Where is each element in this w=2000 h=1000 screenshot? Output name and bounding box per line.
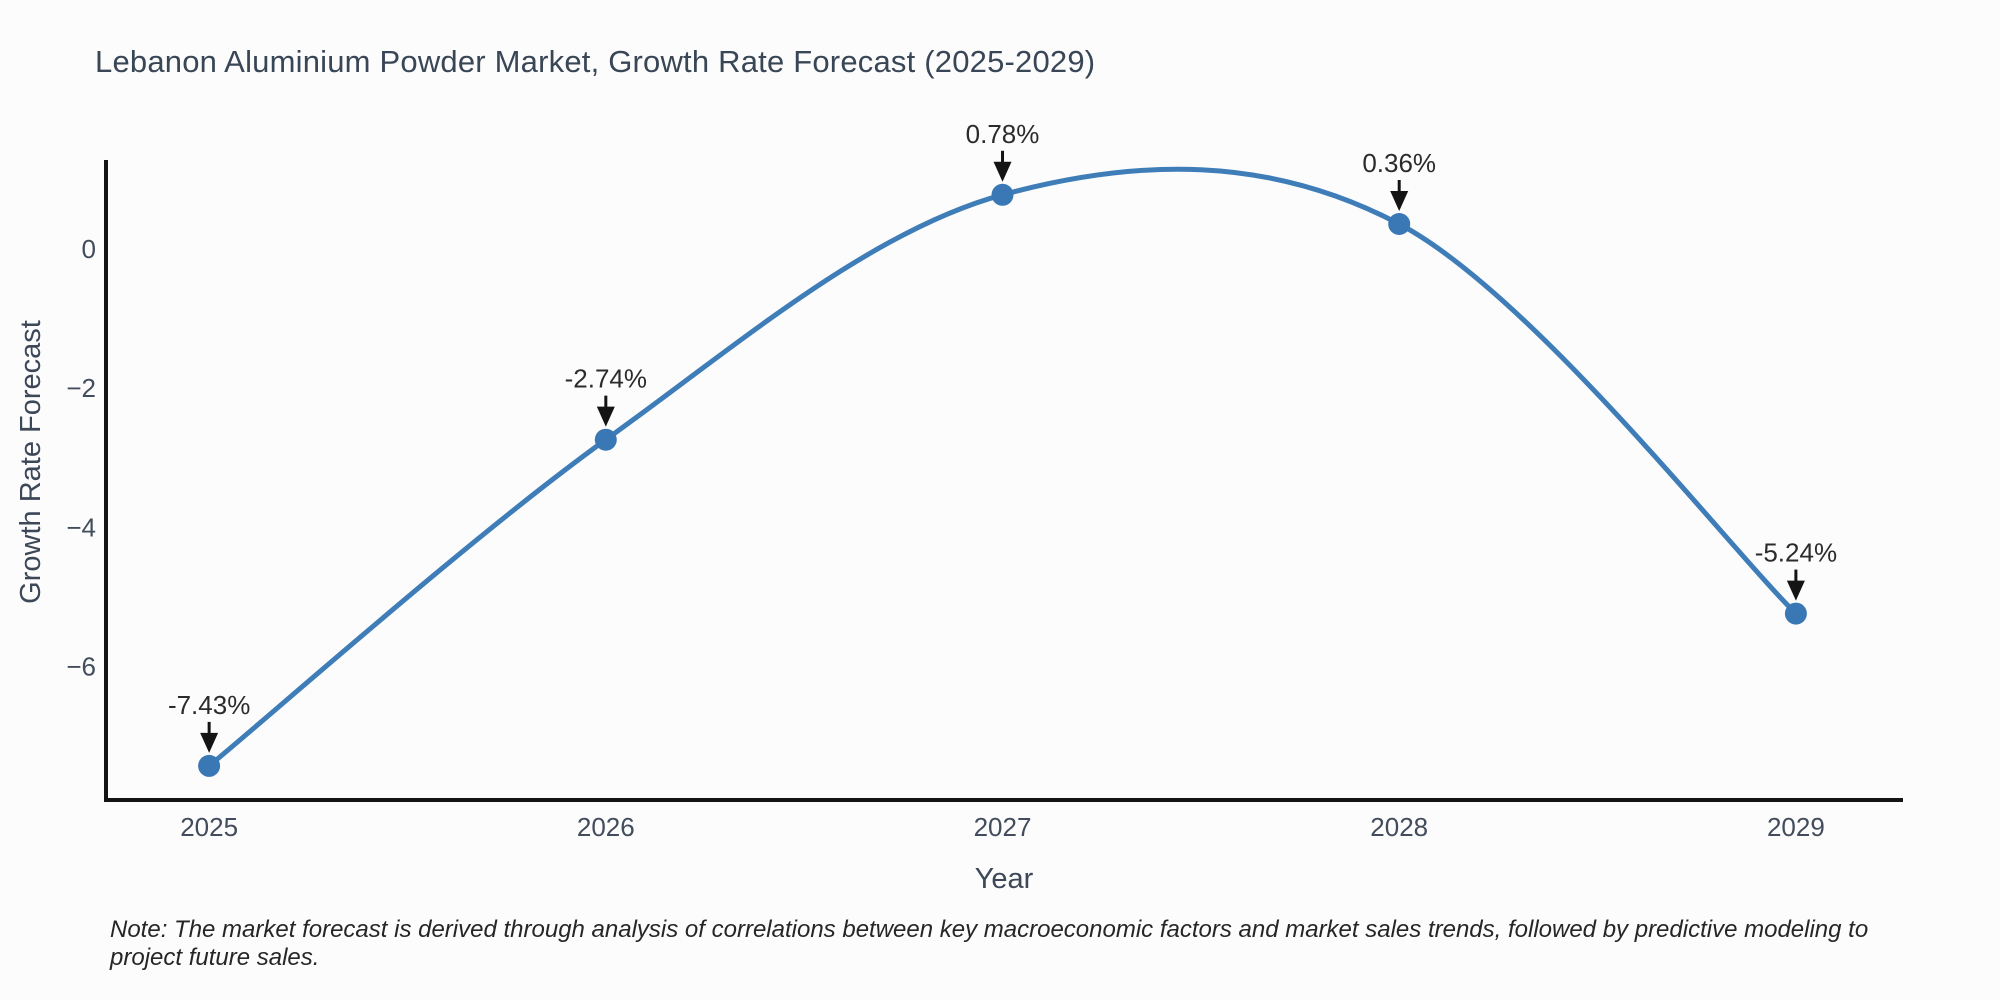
data-point-2026 <box>594 428 617 451</box>
point-value-label: 0.36% <box>1362 148 1436 178</box>
point-value-label: -7.43% <box>168 690 250 720</box>
x-tick-label: 2027 <box>974 812 1032 842</box>
x-tick-label: 2025 <box>180 812 238 842</box>
footnote: Note: The market forecast is derived thr… <box>110 916 1869 971</box>
annotation-arrow-head <box>1786 580 1805 601</box>
data-point-2025 <box>198 754 221 777</box>
point-value-label: -2.74% <box>565 364 647 394</box>
growth-rate-curve <box>206 166 1799 769</box>
point-value-label: 0.78% <box>966 119 1040 149</box>
data-point-2027 <box>991 183 1014 206</box>
x-tick-label: 2029 <box>1767 812 1825 842</box>
annotation-arrow-head <box>596 406 615 427</box>
annotation-arrow-head <box>993 161 1012 182</box>
point-value-label: -5.24% <box>1755 538 1837 568</box>
x-axis-title: Year <box>975 863 1034 895</box>
data-point-2028 <box>1388 213 1411 235</box>
x-tick-label: 2026 <box>577 812 635 842</box>
annotation-arrow-head <box>1390 191 1409 211</box>
y-tick-label: 0 <box>82 234 96 264</box>
y-tick-label: −6 <box>66 651 96 681</box>
y-tick-label: −2 <box>66 373 96 403</box>
data-point-2029 <box>1784 602 1807 625</box>
y-tick-label: −4 <box>66 512 96 542</box>
annotation-arrow-head <box>200 732 219 753</box>
y-axis-title: Growth Rate Forecast <box>15 320 47 604</box>
x-tick-label: 2028 <box>1370 812 1428 842</box>
chart-title: Lebanon Aluminium Powder Market, Growth … <box>95 44 1096 79</box>
